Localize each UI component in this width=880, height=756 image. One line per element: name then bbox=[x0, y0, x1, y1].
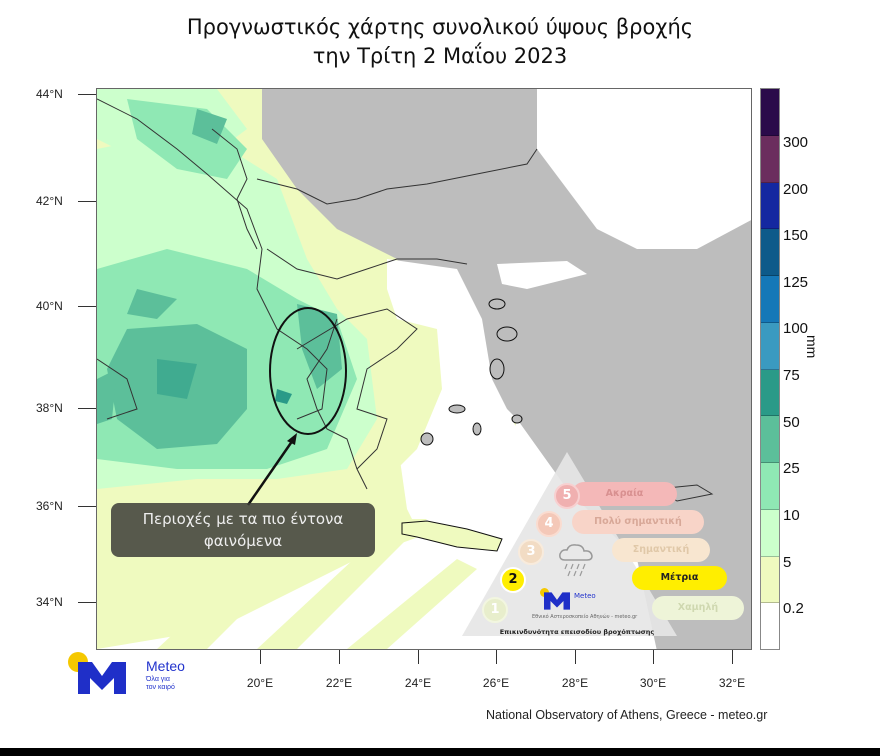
colorbar-label: 5 bbox=[783, 554, 792, 571]
lat-tick bbox=[78, 408, 96, 409]
lat-label: 40°N bbox=[36, 299, 63, 313]
colorbar-label: 300 bbox=[783, 134, 809, 151]
colorbar-segment bbox=[761, 182, 779, 230]
risk-level-1-number: 1 bbox=[482, 597, 508, 623]
colorbar-segment bbox=[761, 89, 779, 136]
risk-scale-caption: Επικινδυνότητα επεισοδίου βροχόπτωσης bbox=[499, 628, 655, 636]
highlight-callout: Περιοχές με τα πιο έντονα φαινόμενα bbox=[111, 503, 375, 557]
risk-level-3: Σημαντική bbox=[612, 538, 710, 562]
callout-line2: φαινόμενα bbox=[203, 532, 283, 550]
lon-label: 20°E bbox=[246, 676, 274, 690]
credit-text: National Observatory of Athens, Greece -… bbox=[486, 708, 768, 722]
callout-line1: Περιοχές με τα πιο έντονα bbox=[142, 510, 344, 528]
colorbar-label: 75 bbox=[783, 367, 800, 384]
lat-label: 34°N bbox=[36, 595, 63, 609]
risk-level-3-number: 3 bbox=[518, 539, 544, 565]
highlight-ellipse bbox=[269, 307, 347, 435]
lat-label: 44°N bbox=[36, 87, 63, 101]
mini-logo-brand: Meteo bbox=[574, 592, 596, 600]
colorbar-unit: mm bbox=[804, 335, 820, 359]
lat-label: 42°N bbox=[36, 194, 63, 208]
rain-cloud-icon bbox=[559, 544, 593, 577]
risk-level-2-active: Μέτρια bbox=[632, 566, 727, 590]
risk-scale-pyramid: Ακραία 5 Πολύ σημαντική 4 Σημαντική 3 Μέ… bbox=[462, 452, 752, 640]
lon-label: 22°E bbox=[325, 676, 353, 690]
map-title-line1: Προγνωστικός χάρτης συνολικού ύψους βροχ… bbox=[186, 15, 694, 39]
logo-brand: Meteo bbox=[146, 658, 185, 674]
colorbar-segment bbox=[761, 276, 779, 323]
lat-tick bbox=[78, 306, 96, 307]
colorbar-segment bbox=[761, 556, 779, 604]
logo-tagline: Όλα για τον καιρό bbox=[146, 676, 175, 691]
logo-m-icon bbox=[78, 662, 126, 694]
colorbar-segment bbox=[761, 135, 779, 183]
lat-tick bbox=[78, 94, 96, 95]
colorbar-label: 200 bbox=[783, 181, 809, 198]
colorbar-segment bbox=[761, 509, 779, 557]
risk-level-5: Ακραία bbox=[572, 482, 677, 506]
colorbar-label: 100 bbox=[783, 320, 809, 337]
lon-tick bbox=[418, 650, 419, 664]
lat-tick bbox=[78, 201, 96, 202]
risk-level-1: Χαμηλή bbox=[652, 596, 744, 620]
lon-tick bbox=[575, 650, 576, 664]
colorbar-label: 125 bbox=[783, 274, 809, 291]
lon-label: 32°E bbox=[718, 676, 746, 690]
lon-label: 30°E bbox=[639, 676, 667, 690]
lon-label: 26°E bbox=[482, 676, 510, 690]
colorbar-label: 25 bbox=[783, 460, 800, 477]
lat-label: 38°N bbox=[36, 401, 63, 415]
mini-logo-org: Εθνικό Αστεροσκοπείο Αθηνών - meteo.gr bbox=[532, 614, 638, 620]
colorbar-segment bbox=[761, 229, 779, 276]
lon-tick bbox=[260, 650, 261, 664]
lat-tick bbox=[78, 506, 96, 507]
mini-logo-mark bbox=[544, 592, 570, 610]
lon-tick bbox=[732, 650, 733, 664]
colorbar-label: 150 bbox=[783, 227, 809, 244]
colorbar-label: 0.2 bbox=[783, 600, 804, 617]
colorbar-segment bbox=[761, 369, 779, 417]
meteo-logo: Meteo Όλα για τον καιρό bbox=[66, 650, 206, 696]
colorbar-label: 10 bbox=[783, 507, 800, 524]
lat-label: 36°N bbox=[36, 499, 63, 513]
lon-label: 24°E bbox=[404, 676, 432, 690]
colorbar-segment bbox=[761, 603, 779, 649]
lat-tick bbox=[78, 602, 96, 603]
colorbar-label: 50 bbox=[783, 414, 800, 431]
colorbar-segment bbox=[761, 322, 779, 370]
lon-label: 28°E bbox=[561, 676, 589, 690]
risk-level-4: Πολύ σημαντική bbox=[572, 510, 704, 534]
risk-level-2-number: 2 bbox=[500, 567, 526, 593]
lon-tick bbox=[496, 650, 497, 664]
lon-tick bbox=[653, 650, 654, 664]
risk-level-4-number: 4 bbox=[536, 511, 562, 537]
bottom-bar bbox=[0, 748, 880, 756]
colorbar bbox=[760, 88, 780, 650]
lon-tick bbox=[339, 650, 340, 664]
colorbar-segment bbox=[761, 416, 779, 463]
map-title-line2: την Τρίτη 2 Μαΐου 2023 bbox=[312, 44, 568, 68]
risk-level-5-number: 5 bbox=[554, 483, 580, 509]
colorbar-segment bbox=[761, 463, 779, 510]
